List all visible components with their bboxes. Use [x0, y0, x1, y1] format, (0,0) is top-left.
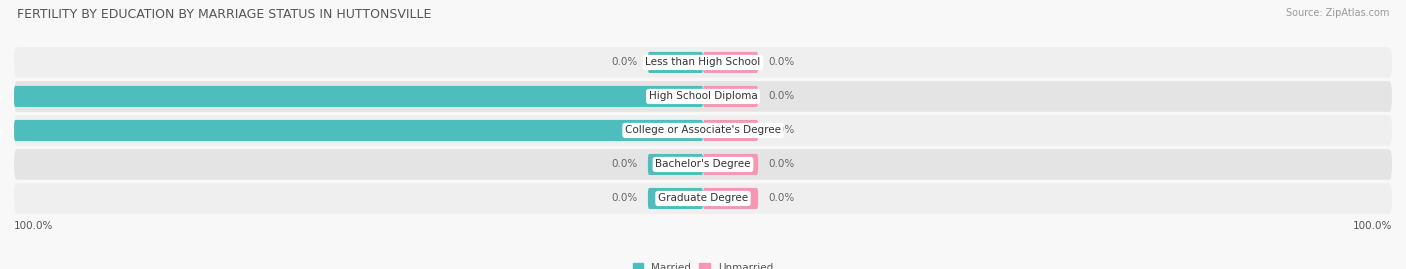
Text: High School Diploma: High School Diploma: [648, 91, 758, 101]
Text: College or Associate's Degree: College or Associate's Degree: [626, 125, 780, 136]
FancyBboxPatch shape: [648, 154, 703, 175]
FancyBboxPatch shape: [14, 86, 703, 107]
FancyBboxPatch shape: [703, 188, 758, 209]
FancyBboxPatch shape: [14, 120, 703, 141]
FancyBboxPatch shape: [14, 81, 1392, 112]
Text: 0.0%: 0.0%: [612, 58, 637, 68]
FancyBboxPatch shape: [648, 52, 703, 73]
Text: 0.0%: 0.0%: [769, 193, 794, 203]
FancyBboxPatch shape: [648, 188, 703, 209]
FancyBboxPatch shape: [703, 154, 758, 175]
FancyBboxPatch shape: [14, 115, 1392, 146]
Text: FERTILITY BY EDUCATION BY MARRIAGE STATUS IN HUTTONSVILLE: FERTILITY BY EDUCATION BY MARRIAGE STATU…: [17, 8, 432, 21]
Text: 0.0%: 0.0%: [769, 160, 794, 169]
Text: 0.0%: 0.0%: [612, 160, 637, 169]
Text: 0.0%: 0.0%: [769, 91, 794, 101]
Text: 100.0%: 100.0%: [0, 91, 4, 101]
Text: 100.0%: 100.0%: [14, 221, 53, 231]
Text: Source: ZipAtlas.com: Source: ZipAtlas.com: [1285, 8, 1389, 18]
FancyBboxPatch shape: [703, 86, 758, 107]
Text: Bachelor's Degree: Bachelor's Degree: [655, 160, 751, 169]
Text: 0.0%: 0.0%: [612, 193, 637, 203]
Text: Less than High School: Less than High School: [645, 58, 761, 68]
FancyBboxPatch shape: [14, 183, 1392, 214]
FancyBboxPatch shape: [14, 149, 1392, 180]
Text: 0.0%: 0.0%: [769, 125, 794, 136]
Text: 0.0%: 0.0%: [769, 58, 794, 68]
Text: Graduate Degree: Graduate Degree: [658, 193, 748, 203]
Text: 100.0%: 100.0%: [0, 125, 4, 136]
FancyBboxPatch shape: [703, 120, 758, 141]
Legend: Married, Unmarried: Married, Unmarried: [633, 263, 773, 269]
FancyBboxPatch shape: [703, 52, 758, 73]
FancyBboxPatch shape: [14, 47, 1392, 78]
Text: 100.0%: 100.0%: [1353, 221, 1392, 231]
